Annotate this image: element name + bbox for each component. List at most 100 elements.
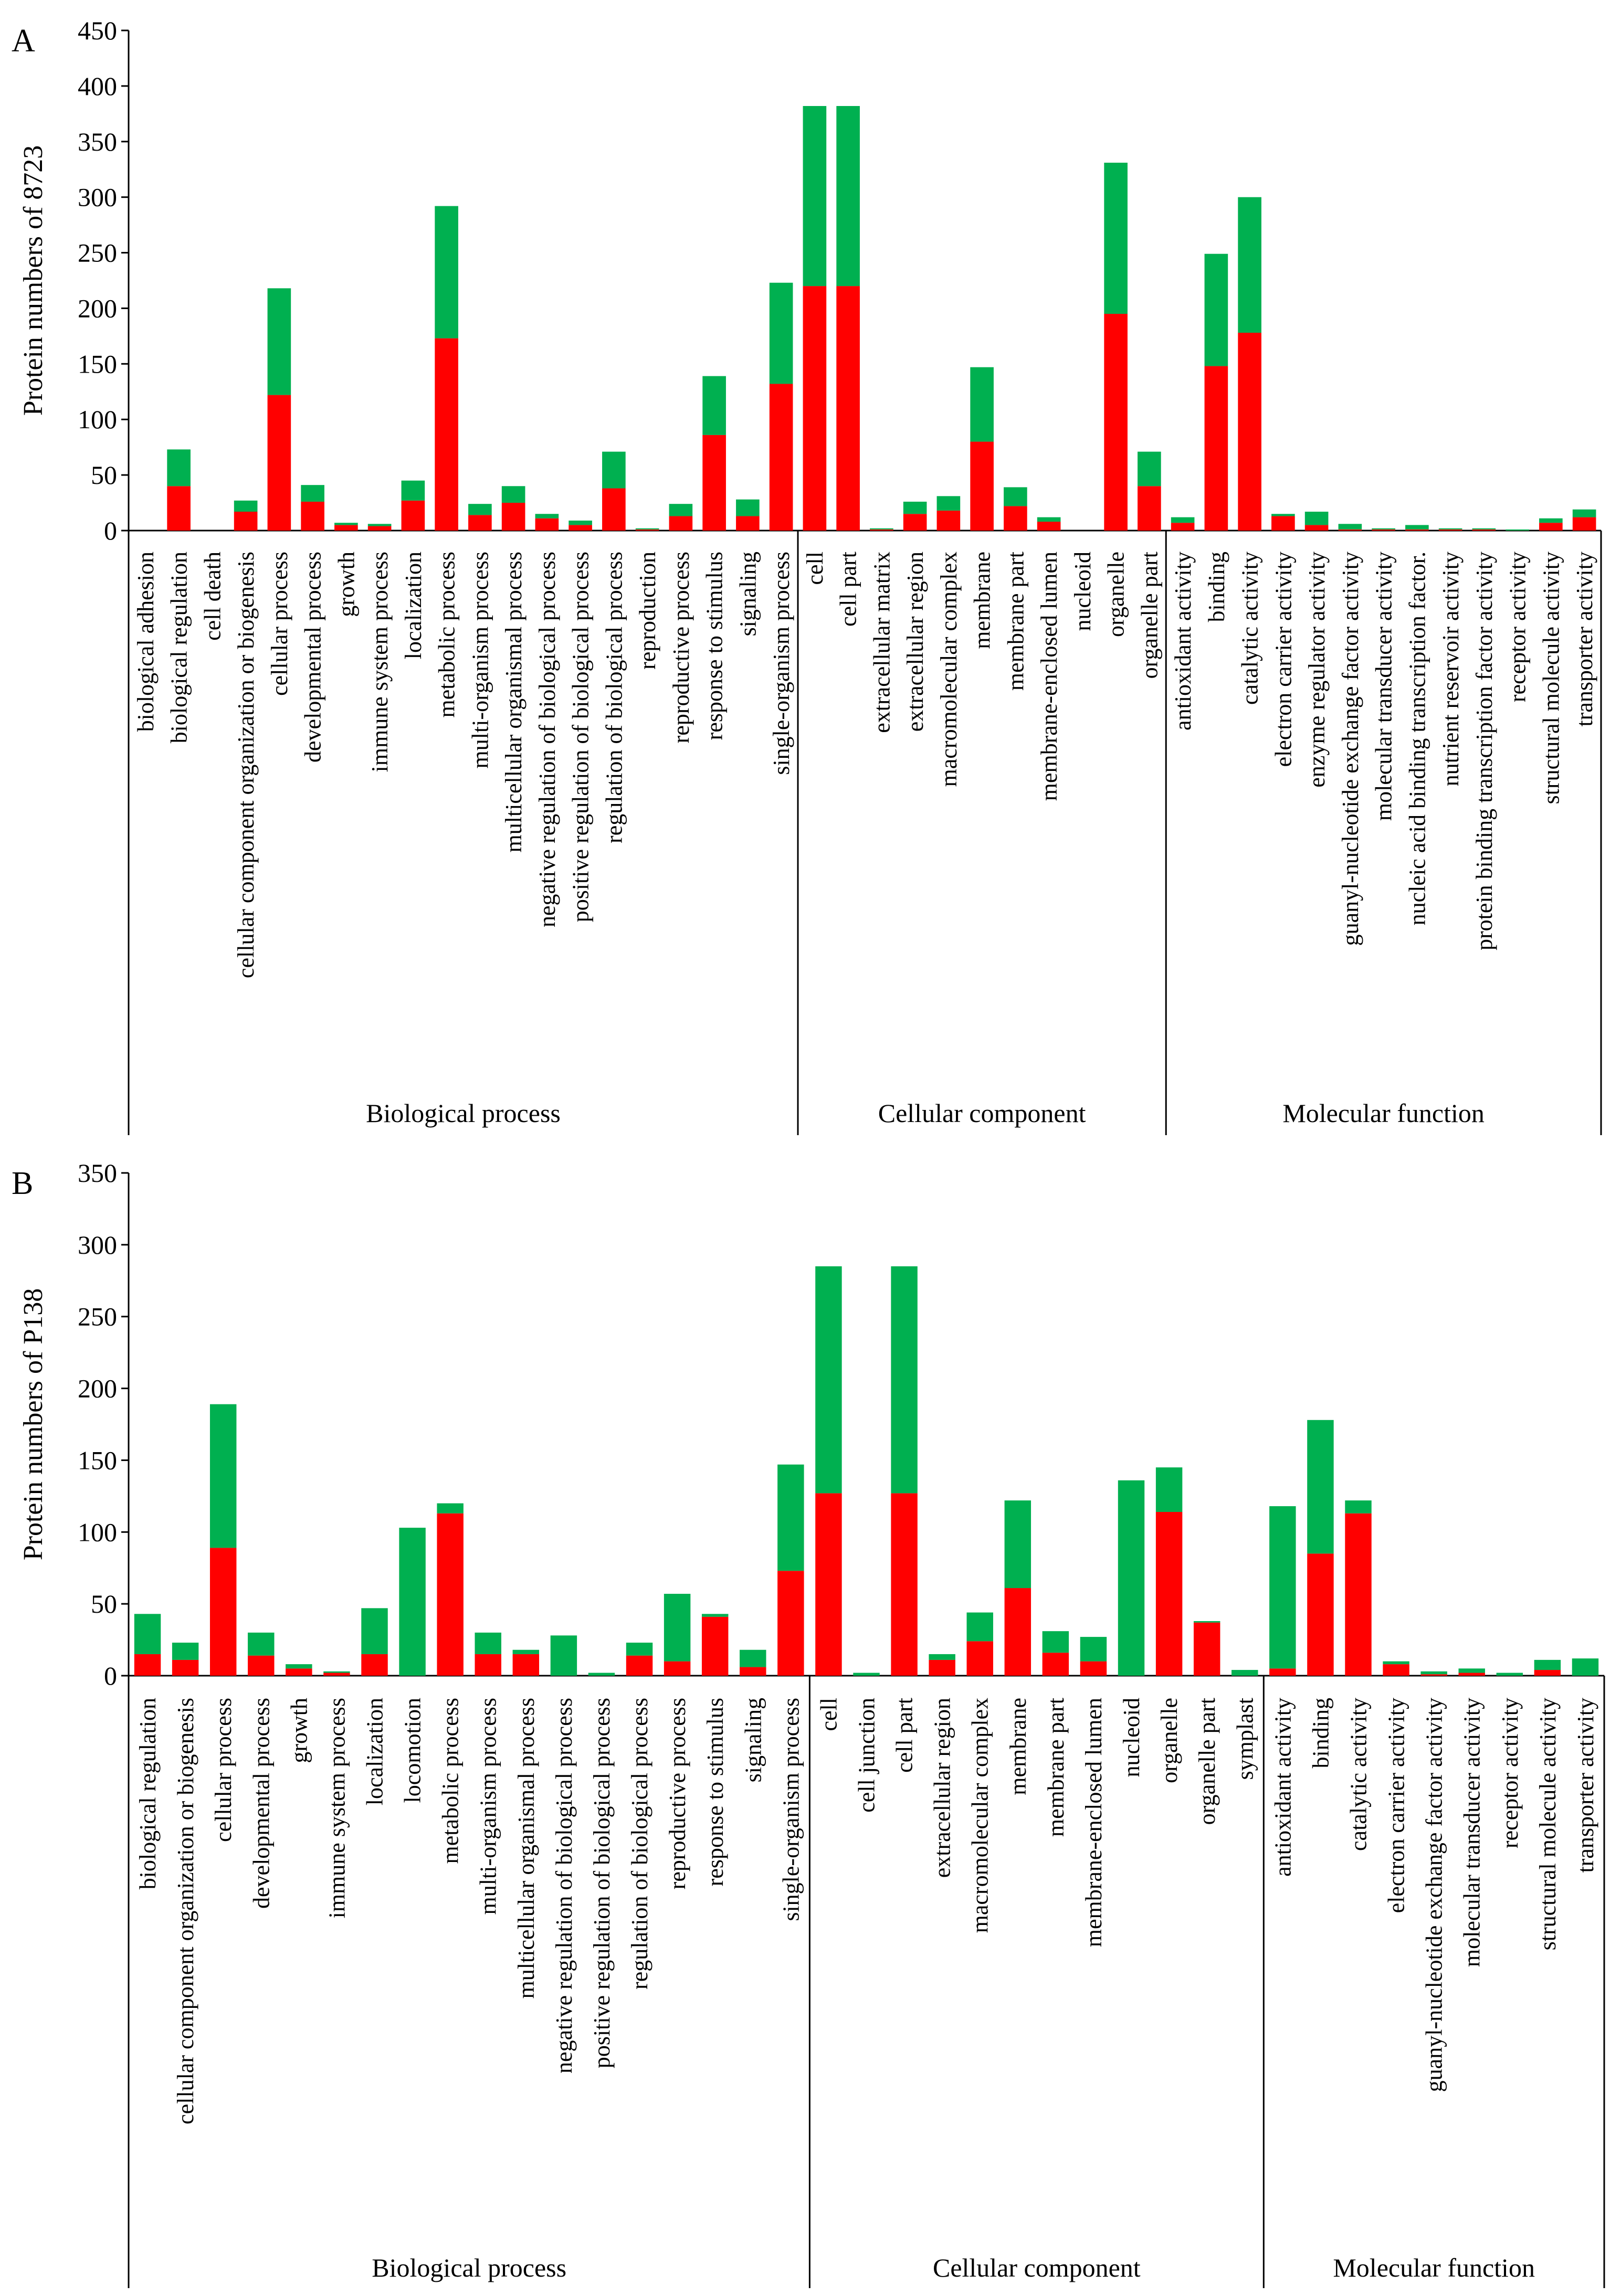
- bar-upper-negative-regulation-of-biological-process: [535, 514, 559, 519]
- x-category-label: biological regulation: [166, 552, 192, 743]
- x-category-label: guanyl-nucleotide exchange factor activi…: [1338, 552, 1363, 946]
- x-category-label: macromolecular complex: [967, 1698, 993, 1933]
- bar-upper-cell: [803, 106, 827, 287]
- bar-upper-reproduction: [635, 528, 659, 530]
- bar-lower-antioxidant-activity: [1171, 523, 1195, 531]
- bar-upper-membrane-part: [1042, 1631, 1069, 1653]
- bar-lower-organelle-part: [1193, 1622, 1220, 1676]
- y-tick-label: 0: [104, 516, 117, 545]
- y-tick-label: 300: [78, 1230, 117, 1260]
- bar-lower-extracellular-matrix: [870, 529, 893, 531]
- x-category-label: membrane: [970, 552, 995, 649]
- bar-upper-multi-organism-process: [468, 504, 492, 515]
- bar-lower-metabolic-process: [437, 1513, 464, 1676]
- x-category-label: reproduction: [635, 552, 660, 670]
- x-category-label: regulation of biological process: [601, 552, 627, 843]
- group-label-molecular-function: Molecular function: [1282, 1098, 1485, 1128]
- bar-upper-membrane-part: [1004, 487, 1027, 506]
- x-category-label: symplast: [1232, 1698, 1258, 1780]
- panel-b: B 0 50 100 150 200 250 300 350 Protein numbers of…: [12, 1158, 1605, 2288]
- bar-upper-reproductive-process: [664, 1593, 691, 1662]
- bar-lower-membrane-enclosed-lumen: [1080, 1661, 1107, 1676]
- x-category-label: catalytic activity: [1346, 1698, 1372, 1851]
- x-category-label: regulation of biological process: [627, 1698, 652, 1990]
- bar-upper-receptor-activity: [1496, 1673, 1523, 1676]
- y-tick-label: 50: [91, 460, 117, 490]
- bar-upper-multi-organism-process: [475, 1632, 501, 1654]
- bar-upper-extracellular-matrix: [870, 528, 893, 530]
- bar-upper-positive-regulation-of-biological-process: [569, 520, 592, 525]
- y-tick-label: 250: [78, 1302, 117, 1331]
- bar-lower-molecular-transducer-activity: [1458, 1673, 1485, 1676]
- x-category-label: biological adhesion: [133, 552, 159, 732]
- y-tick-label: 300: [78, 183, 117, 212]
- bar-upper-single-organism-process: [769, 282, 793, 384]
- bar-lower-guanyl-nucleotide-exchange-factor-activity: [1420, 1674, 1447, 1676]
- x-category-label: cell part: [836, 552, 861, 627]
- bar-lower-reproductive-process: [669, 516, 693, 531]
- bar-upper-immune-system-process: [367, 524, 392, 526]
- bar-lower-multicellular-organismal-process: [512, 1654, 540, 1676]
- bar-lower-multi-organism-process: [475, 1654, 501, 1676]
- y-tick-label: 150: [78, 1445, 117, 1475]
- x-category-label: transporter activity: [1573, 1698, 1598, 1873]
- bar-lower-membrane: [970, 441, 994, 531]
- x-category-label: structural molecule activity: [1535, 1698, 1561, 1950]
- x-category-label: enzyme regulator activity: [1304, 552, 1330, 788]
- panel-a: A 0 50 100 150 200 250 300 350 400 450 Protein numb…: [12, 16, 1602, 1135]
- x-category-label: binding: [1308, 1698, 1333, 1768]
- bar-upper-immune-system-process: [323, 1671, 350, 1673]
- x-category-label: membrane-enclosed lumen: [1081, 1698, 1107, 1947]
- bar-lower-response-to-stimulus: [702, 435, 726, 531]
- panel-label: B: [12, 1166, 33, 1201]
- bar-upper-biological-regulation: [167, 449, 191, 486]
- x-category-label: transporter activity: [1572, 552, 1597, 727]
- bar-lower-localization: [361, 1654, 388, 1676]
- y-tick-label: 0: [104, 1661, 117, 1690]
- bar-lower-metabolic-process: [435, 338, 458, 531]
- x-category-label: membrane-enclosed lumen: [1036, 552, 1062, 801]
- x-category-label: receptor activity: [1497, 1698, 1523, 1848]
- bar-upper-antioxidant-activity: [1269, 1506, 1296, 1669]
- bar-lower-macromolecular-complex: [936, 510, 961, 531]
- x-category-label: positive regulation of biological proces…: [568, 552, 594, 922]
- bar-upper-cellular-component-organization-or-biogenesis: [172, 1643, 199, 1660]
- bar-upper-extracellular-region: [903, 501, 927, 514]
- bar-upper-enzyme-regulator-activity: [1304, 511, 1329, 525]
- bar-lower-electron-carrier-activity: [1271, 516, 1295, 531]
- x-category-label: growth: [286, 1698, 312, 1763]
- bar-upper-negative-regulation-of-biological-process: [550, 1635, 577, 1676]
- bar-upper-organelle: [1155, 1467, 1183, 1512]
- x-category-label: electron carrier activity: [1270, 552, 1296, 767]
- bar-lower-cellular-process: [209, 1548, 237, 1676]
- bar-lower-regulation-of-biological-process: [626, 1655, 653, 1676]
- bar-upper-molecular-transducer-activity: [1372, 528, 1395, 530]
- bar-upper-nutrient-reservoir-activity: [1438, 528, 1462, 530]
- x-category-label: negative regulation of biological proces…: [534, 552, 560, 927]
- x-category-label: negative regulation of biological proces…: [551, 1698, 577, 2073]
- bar-lower-response-to-stimulus: [701, 1616, 729, 1676]
- bar-lower-nutrient-reservoir-activity: [1438, 529, 1462, 531]
- bar-upper-positive-regulation-of-biological-process: [588, 1673, 615, 1676]
- x-category-label: multicellular organismal process: [501, 552, 527, 852]
- bar-upper-membrane: [970, 367, 994, 442]
- bar-lower-developmental-process: [301, 501, 324, 531]
- bar-upper-binding: [1307, 1420, 1334, 1554]
- x-category-label: single-organism process: [769, 552, 794, 775]
- bar-upper-organelle-part: [1138, 451, 1161, 486]
- x-category-label: immune system process: [324, 1698, 350, 1918]
- y-axis-label: Protein numbers of P138: [18, 1288, 48, 1561]
- bar-lower-membrane: [1004, 1588, 1031, 1676]
- x-category-label: antioxidant activity: [1170, 552, 1196, 731]
- y-tick-label: 100: [78, 405, 117, 434]
- bar-upper-nucleoid: [1118, 1480, 1145, 1676]
- bar-upper-membrane-enclosed-lumen: [1080, 1637, 1107, 1662]
- bar-upper-guanyl-nucleotide-exchange-factor-activity: [1338, 524, 1362, 530]
- x-category-label: positive regulation of biological proces…: [589, 1698, 615, 2068]
- y-tick-label: 350: [78, 127, 117, 156]
- x-category-label: organelle: [1156, 1698, 1182, 1783]
- bar-upper-macromolecular-complex: [936, 496, 961, 511]
- bar-upper-cellular-process: [209, 1404, 237, 1548]
- x-category-label: extracellular matrix: [869, 552, 894, 733]
- x-category-label: cell: [816, 1698, 841, 1731]
